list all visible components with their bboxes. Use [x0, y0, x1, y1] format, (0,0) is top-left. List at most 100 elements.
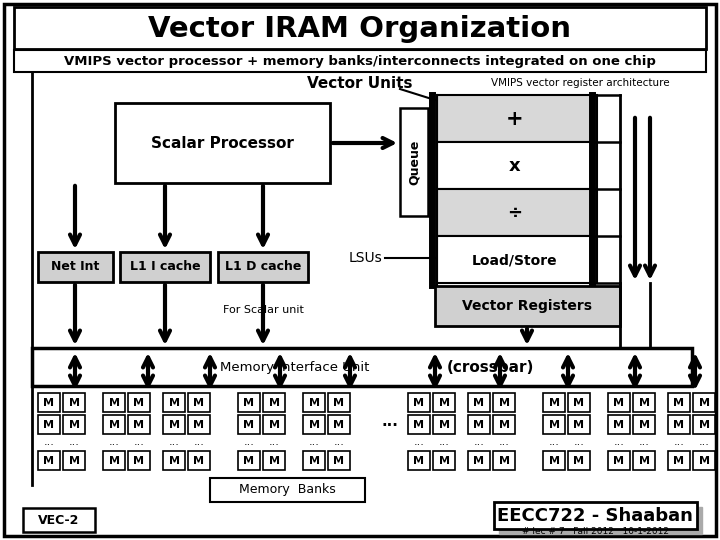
Bar	[408, 451, 430, 470]
Text: Vector Registers: Vector Registers	[462, 299, 592, 313]
Text: M: M	[269, 397, 279, 408]
Bar	[328, 415, 350, 434]
Text: M: M	[68, 456, 79, 465]
Text: M: M	[269, 456, 279, 465]
Text: M: M	[474, 420, 485, 429]
Text: M: M	[243, 420, 254, 429]
Bar	[494, 502, 697, 529]
Text: M: M	[109, 397, 120, 408]
Bar	[14, 50, 706, 72]
Text: M: M	[308, 456, 320, 465]
Text: M: M	[549, 397, 559, 408]
Text: M: M	[43, 420, 55, 429]
Bar	[238, 451, 260, 470]
Text: M: M	[698, 420, 709, 429]
Bar	[468, 415, 490, 434]
Bar	[493, 415, 515, 434]
Bar	[633, 451, 655, 470]
Text: VMIPS vector register architecture: VMIPS vector register architecture	[491, 78, 670, 88]
Bar	[493, 451, 515, 470]
Bar	[543, 393, 565, 412]
Bar	[238, 415, 260, 434]
Text: ...: ...	[109, 437, 120, 447]
Text: M: M	[243, 456, 254, 465]
Bar	[493, 393, 515, 412]
Text: ...: ...	[438, 437, 449, 447]
Text: M: M	[168, 420, 179, 429]
Bar	[668, 393, 690, 412]
Text: M: M	[194, 456, 204, 465]
Bar	[608, 415, 630, 434]
Bar	[128, 393, 150, 412]
Bar	[435, 286, 620, 326]
Text: M: M	[639, 397, 649, 408]
Bar	[128, 451, 150, 470]
Bar	[163, 415, 185, 434]
Bar	[63, 415, 85, 434]
Text: +: +	[505, 109, 523, 129]
Bar	[693, 415, 715, 434]
Text: ...: ...	[574, 437, 585, 447]
Bar	[693, 393, 715, 412]
Text: M: M	[549, 456, 559, 465]
Bar	[120, 252, 210, 282]
Bar	[63, 393, 85, 412]
Bar	[568, 393, 590, 412]
Bar	[303, 415, 325, 434]
Text: M: M	[498, 420, 510, 429]
Text: ...: ...	[134, 437, 145, 447]
Bar	[668, 415, 690, 434]
Text: (crossbar): (crossbar)	[446, 360, 534, 375]
Bar	[543, 451, 565, 470]
Text: LSUs: LSUs	[348, 251, 382, 265]
Bar	[128, 415, 150, 434]
Bar	[23, 508, 95, 532]
Text: M: M	[194, 397, 204, 408]
Bar	[499, 507, 702, 534]
Bar	[437, 236, 592, 283]
Text: ...: ...	[382, 414, 398, 429]
Bar	[668, 451, 690, 470]
Text: M: M	[474, 397, 485, 408]
Text: M: M	[639, 456, 649, 465]
Text: M: M	[133, 397, 145, 408]
Text: ...: ...	[674, 437, 685, 447]
Text: M: M	[43, 397, 55, 408]
Text: ...: ...	[639, 437, 649, 447]
Text: M: M	[308, 420, 320, 429]
Text: ...: ...	[243, 437, 254, 447]
Text: M: M	[574, 456, 585, 465]
Text: M: M	[413, 420, 425, 429]
Bar	[543, 415, 565, 434]
Bar	[188, 415, 210, 434]
Bar	[328, 393, 350, 412]
Text: Memory Interface Unit: Memory Interface Unit	[220, 361, 369, 374]
Text: M: M	[613, 456, 624, 465]
Bar	[14, 7, 706, 49]
Text: For Scalar unit: For Scalar unit	[222, 305, 303, 315]
Bar	[188, 451, 210, 470]
Bar	[303, 393, 325, 412]
Text: M: M	[133, 456, 145, 465]
Bar	[608, 393, 630, 412]
Bar	[433, 451, 455, 470]
Text: M: M	[194, 420, 204, 429]
Bar	[263, 415, 285, 434]
Bar	[263, 393, 285, 412]
Text: M: M	[698, 456, 709, 465]
Text: VEC-2: VEC-2	[38, 514, 80, 526]
Text: ...: ...	[613, 437, 624, 447]
Text: L1 I cache: L1 I cache	[130, 260, 200, 273]
Text: M: M	[438, 420, 449, 429]
Text: M: M	[673, 456, 685, 465]
Bar	[188, 393, 210, 412]
Text: ...: ...	[269, 437, 279, 447]
Text: M: M	[613, 420, 624, 429]
Bar	[32, 348, 692, 386]
Text: ...: ...	[549, 437, 559, 447]
Text: M: M	[68, 397, 79, 408]
Bar	[210, 478, 365, 502]
Text: ...: ...	[44, 437, 55, 447]
Text: M: M	[68, 420, 79, 429]
Text: Vector IRAM Organization: Vector IRAM Organization	[148, 15, 572, 43]
